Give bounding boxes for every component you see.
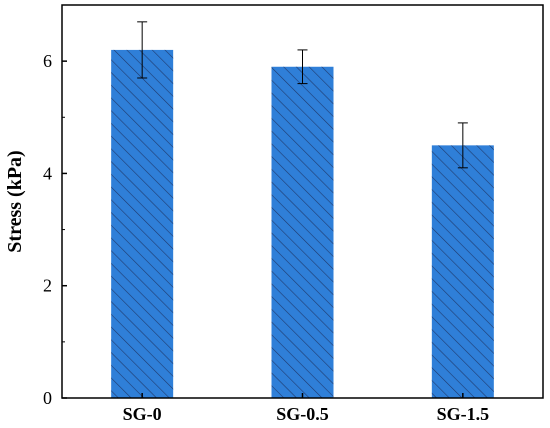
- x-tick-label: SG-0.5: [276, 404, 329, 424]
- bars-group: [111, 49, 494, 399]
- y-axis-label: Stress (kPa): [4, 150, 26, 252]
- y-tick-label: 0: [43, 388, 52, 408]
- y-tick-label: 6: [43, 51, 52, 71]
- bar-hatch: [271, 66, 334, 398]
- y-tick-label: 4: [43, 163, 52, 183]
- x-axis-ticks: SG-0 SG-0.5 SG-1.5: [123, 393, 489, 424]
- error-bars-group: [137, 21, 468, 169]
- x-tick-label: SG-0: [123, 404, 162, 424]
- x-tick-label: SG-1.5: [437, 404, 490, 424]
- bar-hatch: [431, 145, 494, 398]
- error-bar: [137, 21, 148, 79]
- bar-hatch: [111, 49, 174, 399]
- error-bar: [457, 122, 468, 169]
- y-tick-label: 2: [43, 276, 52, 296]
- y-axis-ticks: 0 2 4 6: [43, 51, 67, 408]
- error-bar: [297, 49, 308, 85]
